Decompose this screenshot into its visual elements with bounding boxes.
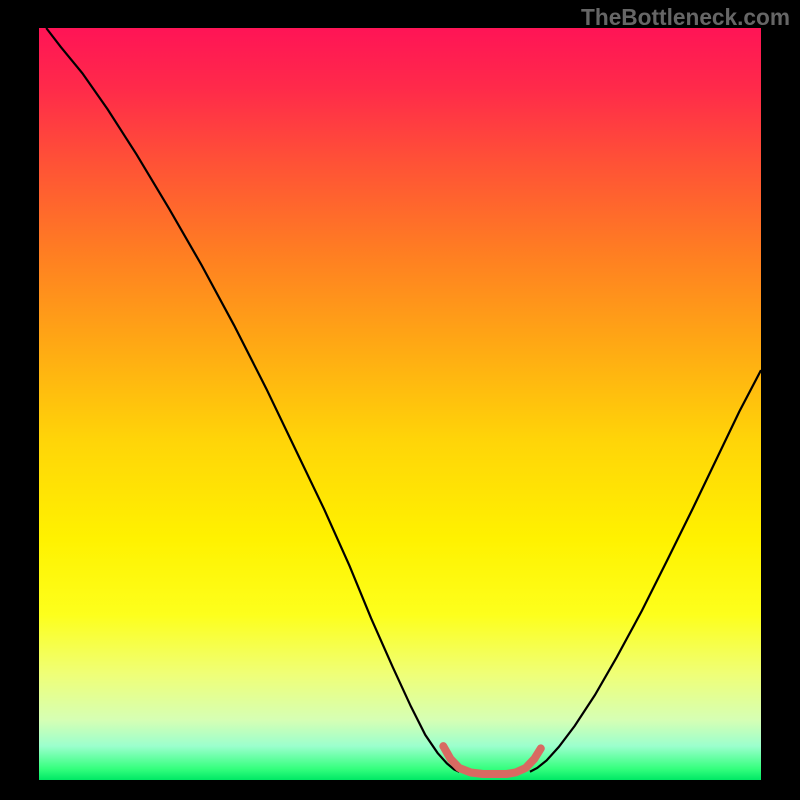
- plot-background: [39, 28, 761, 780]
- watermark-text: TheBottleneck.com: [581, 4, 790, 31]
- bottleneck-chart: [0, 0, 800, 800]
- chart-container: { "watermark": { "text": "TheBottleneck.…: [0, 0, 800, 800]
